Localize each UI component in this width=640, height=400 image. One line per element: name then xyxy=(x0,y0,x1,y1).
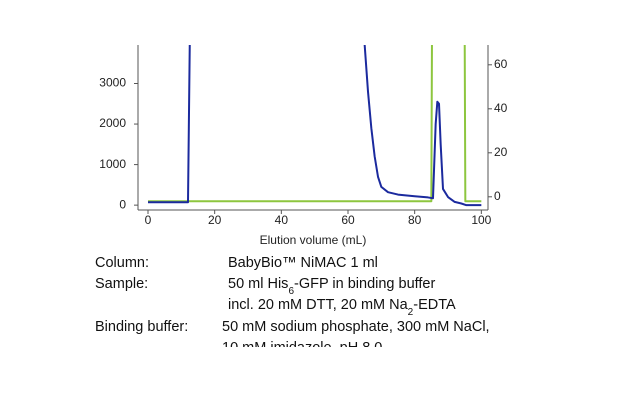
info-value: 50 mM sodium phosphate, 300 mM NaCl, xyxy=(222,319,490,335)
y2-tick-label: 40 xyxy=(494,101,508,115)
text-part: -GFP in binding buffer xyxy=(294,276,435,292)
y2-tick-label: 0 xyxy=(494,189,501,203)
y-tick-label: 0 xyxy=(119,197,126,211)
y-tick-label: 3000 xyxy=(99,76,126,90)
x-tick-label: 40 xyxy=(275,213,289,227)
x-tick-label: 0 xyxy=(145,213,152,227)
y2-tick-label: 60 xyxy=(494,57,508,71)
text-part: -EDTA xyxy=(413,297,456,313)
x-tick-label: 100 xyxy=(471,213,491,227)
y-tick-label: 2000 xyxy=(99,116,126,130)
subscript: 6 xyxy=(288,286,294,297)
subscript: 2 xyxy=(408,307,414,318)
y2-tick-label: 20 xyxy=(494,145,508,159)
x-tick-label: 60 xyxy=(341,213,355,227)
series-line xyxy=(148,45,482,203)
info-block: Column: BabyBio™ NiMAC 1 ml Sample: 50 m… xyxy=(95,255,490,356)
series-line xyxy=(148,45,482,207)
x-axis-label: Elution volume (mL) xyxy=(260,233,367,247)
text-part: 50 ml His xyxy=(228,276,288,292)
x-tick-label: 20 xyxy=(208,213,222,227)
plot-area xyxy=(148,45,482,207)
y-tick-label: 1000 xyxy=(99,157,126,171)
info-label: Column: xyxy=(95,255,149,271)
info-value: incl. 20 mM DTT, 20 mM Na2-EDTA xyxy=(228,297,456,318)
info-value: 50 ml His6-GFP in binding buffer xyxy=(228,276,435,297)
x-tick-label: 80 xyxy=(408,213,422,227)
crop-mask xyxy=(0,347,640,400)
text-part: incl. 20 mM DTT, 20 mM Na xyxy=(228,297,409,313)
chart: 0 1000 2000 3000 0 20 40 60 0 20 40 60 80 100 xyxy=(99,45,508,227)
info-label: Binding buffer: xyxy=(95,319,188,335)
info-value: BabyBio™ NiMAC 1 ml xyxy=(228,255,378,271)
info-label: Sample: xyxy=(95,276,148,292)
